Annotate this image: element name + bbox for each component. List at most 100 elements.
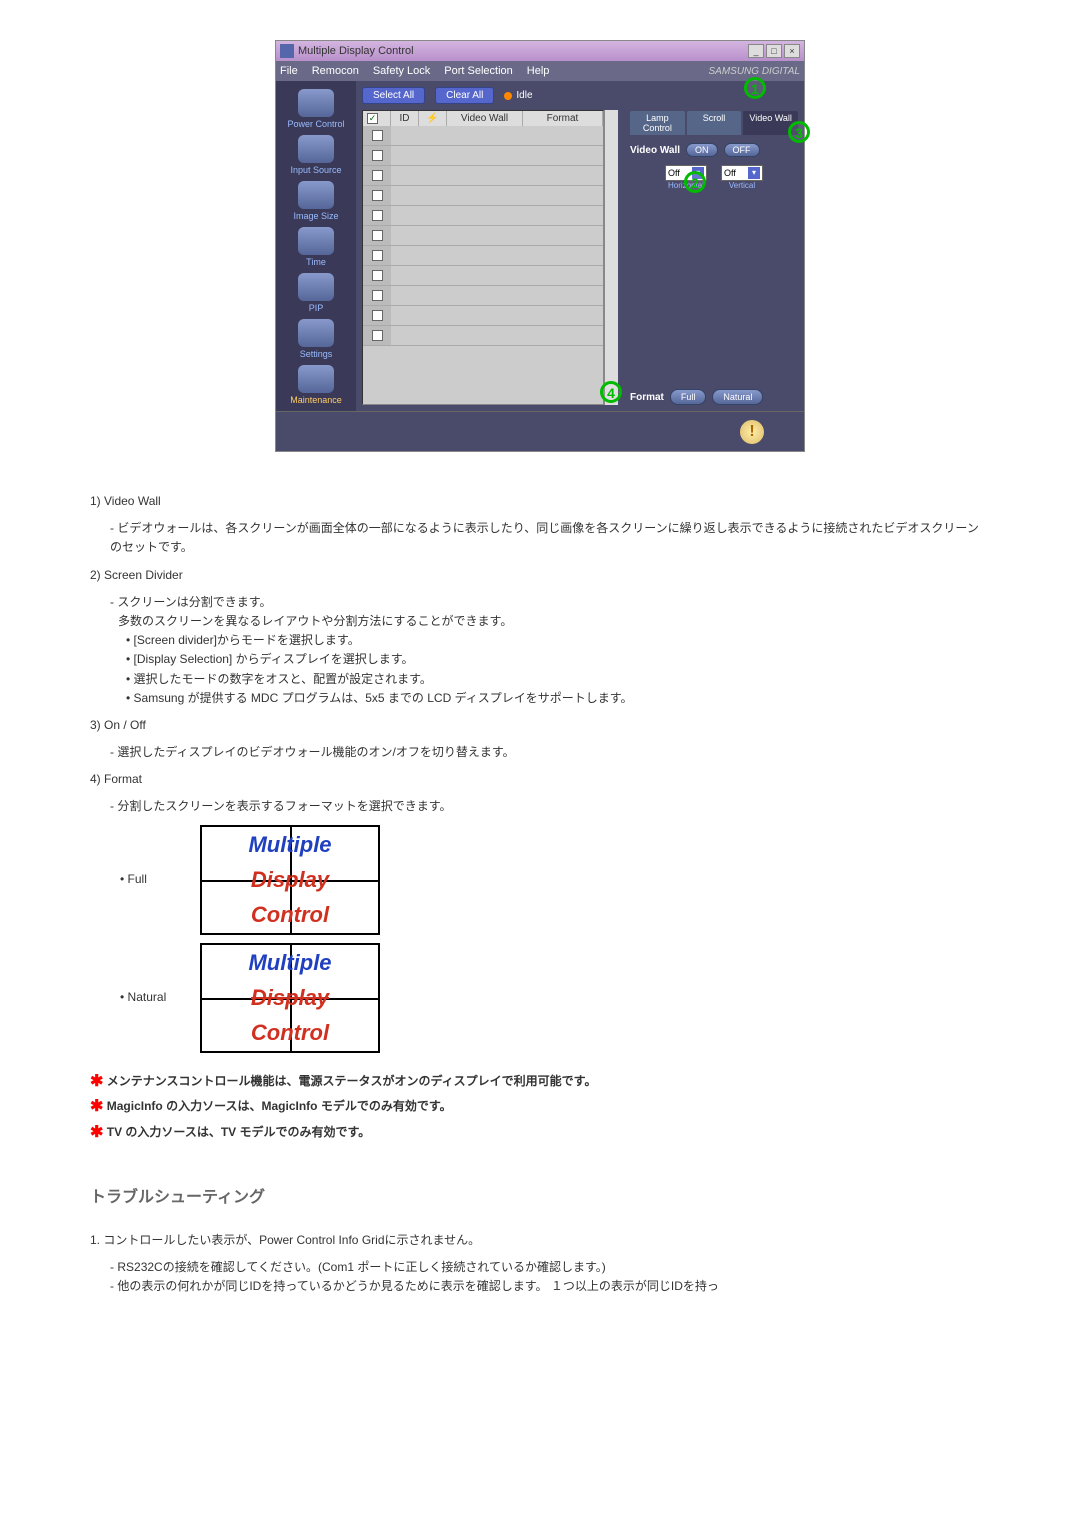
sidebar-item-input[interactable]: Input Source (281, 135, 351, 175)
table-row[interactable] (363, 306, 603, 326)
trouble-1: 1. コントロールしたい表示が、Power Control Info Gridに… (90, 1231, 990, 1250)
sample-natural-row: Natural Multiple Display Control (90, 943, 990, 1053)
toolbar: Select All Clear All Idle (362, 87, 618, 104)
titlebar: Multiple Display Control _ □ × (276, 41, 804, 61)
divider-row: Off▾ Horizontal Off▾ Vertical (630, 165, 798, 190)
main-area: Select All Clear All Idle ID ⚡ Video Wal… (356, 81, 624, 411)
menu-portselection[interactable]: Port Selection (444, 65, 512, 77)
menubar: File Remocon Safety Lock Port Selection … (276, 61, 804, 81)
sidebar-item-time[interactable]: Time (281, 227, 351, 267)
row-checkbox[interactable] (372, 190, 383, 201)
section-1-title: 1) Video Wall (90, 492, 990, 511)
row-checkbox[interactable] (372, 170, 383, 181)
table-row[interactable] (363, 226, 603, 246)
vertical-dropdown[interactable]: Off▾ (721, 165, 763, 181)
menu-help[interactable]: Help (527, 65, 550, 77)
close-button[interactable]: × (784, 44, 800, 58)
trouble-1a: RS232Cの接続を確認してください。(Com1 ポートに正しく接続されているか… (110, 1258, 990, 1277)
header-checkbox[interactable] (363, 111, 391, 126)
table-row[interactable] (363, 246, 603, 266)
sample-full-label: Full (120, 870, 200, 889)
table-row[interactable] (363, 206, 603, 226)
maximize-button[interactable]: □ (766, 44, 782, 58)
marker-1: 1 (744, 77, 766, 99)
section-3-body: 選択したディスプレイのビデオウォール機能のオン/オフを切り替えます。 (110, 743, 990, 762)
brand-label: SAMSUNG DIGITAL (709, 66, 801, 77)
app-body: Power Control Input Source Image Size Ti… (276, 81, 804, 411)
row-checkbox[interactable] (372, 130, 383, 141)
select-all-button[interactable]: Select All (362, 87, 425, 104)
grid-header: ID ⚡ Video Wall Format (363, 111, 603, 126)
table-row[interactable] (363, 326, 603, 346)
tab-lamp[interactable]: Lamp Control (630, 111, 685, 135)
section-3-title: 3) On / Off (90, 716, 990, 735)
idle-dot-icon (504, 92, 512, 100)
input-icon (298, 135, 334, 163)
header-format: Format (523, 111, 603, 126)
table-row[interactable] (363, 266, 603, 286)
idle-indicator: Idle (504, 90, 532, 101)
document-content: 1) Video Wall ビデオウォールは、各スクリーンが画面全体の一部になる… (90, 492, 990, 1297)
app-window: Multiple Display Control _ □ × File Remo… (275, 40, 805, 452)
pip-icon (298, 273, 334, 301)
sidebar-item-settings[interactable]: Settings (281, 319, 351, 359)
table-row[interactable] (363, 146, 603, 166)
full-button[interactable]: Full (670, 389, 707, 405)
row-checkbox[interactable] (372, 290, 383, 301)
row-checkbox[interactable] (372, 270, 383, 281)
row-checkbox[interactable] (372, 310, 383, 321)
section-4-title: 4) Format (90, 770, 990, 789)
menu-remocon[interactable]: Remocon (312, 65, 359, 77)
natural-button[interactable]: Natural (712, 389, 763, 405)
clear-all-button[interactable]: Clear All (435, 87, 494, 104)
marker-4: 4 (600, 381, 622, 403)
marker-2: 2 (684, 171, 706, 193)
menu-file[interactable]: File (280, 65, 298, 77)
section-2-body2: 多数のスクリーンを異なるレイアウトや分割方法にすることができます。 (118, 612, 990, 631)
time-icon (298, 227, 334, 255)
row-checkbox[interactable] (372, 330, 383, 341)
sidebar-item-pip[interactable]: PIP (281, 273, 351, 313)
format-label: Format (630, 392, 664, 403)
tabs: Lamp Control Scroll Video Wall (630, 111, 798, 135)
sidebar-item-maintenance[interactable]: Maintenance (281, 365, 351, 405)
row-checkbox[interactable] (372, 250, 383, 261)
sample-natural-image: Multiple Display Control (200, 943, 380, 1053)
minimize-button[interactable]: _ (748, 44, 764, 58)
videowall-label: Video Wall (630, 145, 680, 156)
marker-3: 3 (788, 121, 810, 143)
table-row[interactable] (363, 186, 603, 206)
right-panel: 1 Lamp Control Scroll Video Wall Video W… (624, 81, 804, 411)
table-row[interactable] (363, 166, 603, 186)
row-checkbox[interactable] (372, 210, 383, 221)
maintenance-icon (298, 365, 334, 393)
power-icon (298, 89, 334, 117)
table-row[interactable] (363, 126, 603, 146)
imagesize-icon (298, 181, 334, 209)
table-row[interactable] (363, 286, 603, 306)
off-button[interactable]: OFF (724, 143, 760, 157)
grid-table: ID ⚡ Video Wall Format (362, 110, 604, 405)
troubleshooting-heading: トラブルシューティング (90, 1185, 990, 1211)
sample-full-image: Multiple Display Control (200, 825, 380, 935)
section-2-body1: スクリーンは分割できます。 (110, 593, 990, 612)
alert-icon: ! (740, 420, 764, 444)
app-icon (280, 44, 294, 58)
sidebar-item-imagesize[interactable]: Image Size (281, 181, 351, 221)
tab-scroll[interactable]: Scroll (687, 111, 742, 135)
status-strip: ! (276, 411, 804, 451)
sidebar-item-power[interactable]: Power Control (281, 89, 351, 129)
menu-safetylock[interactable]: Safety Lock (373, 65, 430, 77)
scrollbar[interactable] (604, 110, 618, 405)
header-videowall: Video Wall (447, 111, 523, 126)
section-2-bullet3: 選択したモードの数字をオスと、配置が設定されます。 (126, 670, 990, 689)
videowall-row: Video Wall ON OFF 3 (630, 143, 798, 157)
settings-icon (298, 319, 334, 347)
section-4-body: 分割したスクリーンを表示するフォーマットを選択できます。 (110, 797, 990, 816)
section-2-bullet1: [Screen divider]からモードを選択します。 (126, 631, 990, 650)
sample-full-row: Full Multiple Display Control (90, 825, 990, 935)
row-checkbox[interactable] (372, 150, 383, 161)
row-checkbox[interactable] (372, 230, 383, 241)
on-button[interactable]: ON (686, 143, 718, 157)
grid-area: ID ⚡ Video Wall Format (362, 110, 618, 405)
